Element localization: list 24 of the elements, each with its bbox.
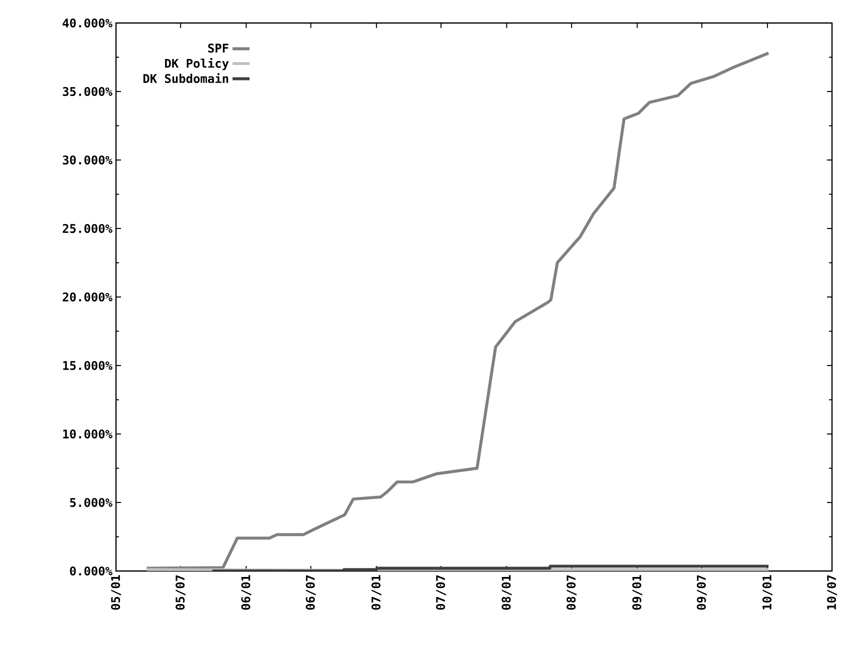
- y-tick-label: 5.000%: [70, 498, 112, 508]
- y-tick-label: 30.000%: [62, 155, 112, 165]
- x-tick-label: 08/07: [566, 575, 577, 610]
- x-tick-label: 06/07: [306, 575, 316, 610]
- x-tick-label: 06/01: [241, 575, 252, 610]
- x-tick-label: 08/01: [502, 575, 512, 610]
- x-tick-label: 07/01: [371, 575, 382, 610]
- y-tick-label: 0.000%: [70, 566, 112, 576]
- y-tick-label: 40.000%: [62, 18, 112, 28]
- x-tick-label: 05/01: [111, 575, 121, 610]
- legend-label: DK Policy: [165, 58, 229, 70]
- y-tick-label: 25.000%: [62, 224, 112, 234]
- x-tick-label: 05/07: [176, 575, 186, 610]
- y-tick-label: 20.000%: [62, 292, 112, 302]
- y-tick-label: 15.000%: [63, 360, 112, 370]
- x-tick-label: 10/01: [762, 575, 772, 610]
- x-tick-label: 09/07: [696, 575, 707, 610]
- y-tick-label: 35.000%: [62, 86, 112, 96]
- x-tick-label: 10/07: [827, 575, 838, 610]
- x-tick-label: 07/07: [436, 575, 446, 610]
- legend-label: DK Subdomain: [143, 73, 228, 84]
- x-tick-label: 09/01: [632, 575, 642, 610]
- legend-label: SPF: [208, 44, 228, 53]
- y-tick-label: 10.000%: [63, 429, 112, 439]
